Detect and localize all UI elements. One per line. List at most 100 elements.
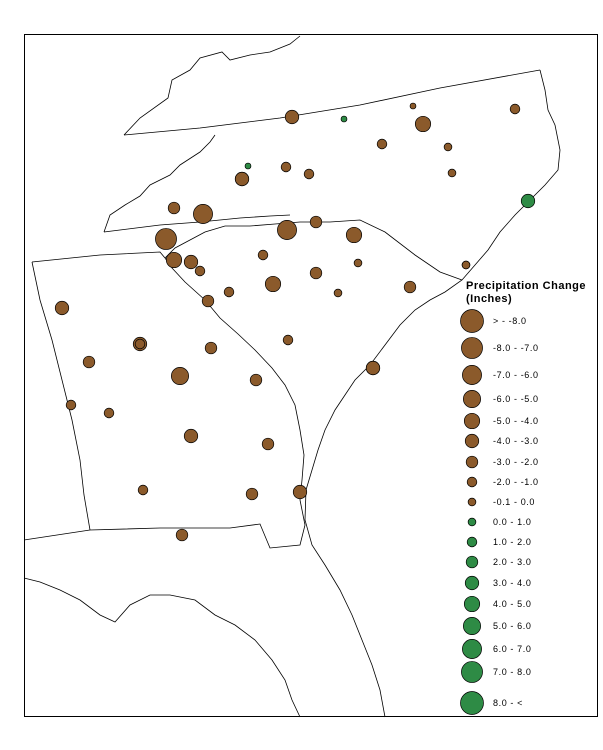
legend-label-12: 3.0 - 4.0 [493, 578, 531, 588]
va-western-border [123, 35, 301, 136]
station-marker-16 [155, 228, 177, 250]
station-marker-32 [282, 334, 294, 346]
station-marker-51 [234, 171, 250, 187]
legend-label-1: -8.0 - -7.0 [493, 343, 539, 353]
tn-nc-border [103, 214, 291, 233]
station-marker-45 [292, 484, 308, 500]
station-marker-22 [353, 258, 363, 268]
station-marker-17 [277, 220, 297, 240]
legend-label-14: 5.0 - 6.0 [493, 621, 531, 631]
legend-symbol-12 [464, 575, 480, 591]
station-marker-18 [345, 226, 363, 244]
station-marker-2 [409, 102, 417, 110]
legend-label-10: 1.0 - 2.0 [493, 537, 531, 547]
station-marker-13 [193, 204, 213, 224]
station-marker-14 [309, 215, 323, 229]
legend: Precipitation Change (Inches) > - -8.0 -8… [460, 280, 586, 715]
station-marker-21 [183, 254, 199, 270]
legend-symbol-13 [463, 595, 481, 613]
legend-symbol-10 [466, 536, 478, 548]
station-marker-12 [167, 201, 181, 215]
legend-symbol-15 [462, 639, 482, 659]
station-marker-27 [333, 288, 343, 298]
station-marker-41 [183, 428, 199, 444]
tn-ga-border [31, 251, 166, 263]
atlantic-coast [304, 69, 561, 718]
legend-label-11: 2.0 - 3.0 [493, 557, 531, 567]
station-marker-50 [134, 338, 146, 350]
legend-symbol-5 [464, 433, 480, 449]
legend-label-6: -3.0 - -2.0 [493, 457, 539, 467]
station-marker-42 [261, 437, 275, 451]
legend-label-13: 4.0 - 5.0 [493, 599, 531, 609]
sc-ga-border [164, 257, 305, 501]
station-marker-3 [509, 103, 521, 115]
legend-label-4: -5.0 - -4.0 [493, 416, 539, 426]
legend-label-8: -0.1 - 0.0 [493, 497, 535, 507]
legend-symbol-0 [460, 309, 484, 333]
legend-label-15: 6.0 - 7.0 [493, 644, 531, 654]
legend-symbol-1 [461, 337, 483, 359]
station-marker-28 [403, 280, 417, 294]
station-marker-19 [165, 251, 183, 269]
kentucky-va-border [103, 134, 216, 233]
station-marker-4 [414, 115, 432, 133]
station-marker-43 [137, 484, 149, 496]
station-marker-0 [284, 109, 300, 125]
legend-label-2: -7.0 - -6.0 [493, 370, 539, 380]
gulf-coast [23, 577, 301, 718]
legend-items: > - -8.0 -8.0 - -7.0 -7.0 - -6.0 -6.0 - -5.… [460, 309, 539, 715]
legend-label-0: > - -8.0 [493, 316, 527, 326]
station-marker-6 [443, 142, 453, 152]
legend-symbol-4 [463, 412, 481, 430]
station-marker-23 [309, 266, 323, 280]
station-marker-15 [520, 193, 536, 209]
legend-label-9: 0.0 - 1.0 [493, 517, 531, 527]
station-marker-8 [244, 162, 252, 170]
station-marker-5 [376, 138, 388, 150]
legend-symbol-2 [462, 365, 482, 385]
legend-symbol-3 [463, 390, 482, 409]
station-marker-49 [201, 294, 215, 308]
al-ga-border [31, 261, 91, 531]
station-marker-39 [65, 399, 77, 411]
station-marker-1 [340, 115, 348, 123]
station-marker-35 [82, 355, 96, 369]
station-marker-38 [249, 373, 263, 387]
boundaries [23, 35, 561, 718]
legend-title-line2: (Inches) [466, 293, 512, 305]
station-marker-31 [54, 300, 70, 316]
station-marker-24 [194, 265, 206, 277]
station-marker-10 [447, 168, 457, 178]
legend-title-line1: Precipitation Change [466, 280, 586, 292]
nc-va-border [123, 69, 541, 136]
legend-symbol-16 [461, 661, 483, 683]
station-marker-26 [223, 286, 235, 298]
map-frame [24, 34, 598, 717]
legend-label-5: -4.0 - -3.0 [493, 436, 539, 446]
station-marker-37 [171, 367, 190, 386]
legend-symbol-17 [460, 691, 484, 715]
fl-ga-border [23, 499, 306, 549]
station-marker-48 [461, 260, 471, 270]
legend-symbol-14 [463, 616, 482, 635]
station-marker-25 [264, 275, 282, 293]
legend-symbol-6 [465, 455, 479, 469]
station-marker-34 [204, 341, 218, 355]
station-marker-20 [257, 249, 269, 261]
station-marker-44 [245, 487, 259, 501]
station-marker-9 [303, 168, 315, 180]
station-marker-46 [175, 528, 189, 542]
station-marker-47 [365, 360, 381, 376]
legend-label-17: 8.0 - < [493, 698, 523, 708]
station-symbols [54, 102, 536, 542]
legend-label-3: -6.0 - -5.0 [493, 394, 539, 404]
station-marker-40 [103, 407, 115, 419]
legend-label-7: -2.0 - -1.0 [493, 477, 539, 487]
legend-symbol-8 [467, 497, 477, 507]
legend-label-16: 7.0 - 8.0 [493, 667, 531, 677]
station-marker-7 [280, 161, 292, 173]
legend-symbol-9 [467, 517, 477, 527]
legend-symbol-11 [465, 555, 479, 569]
